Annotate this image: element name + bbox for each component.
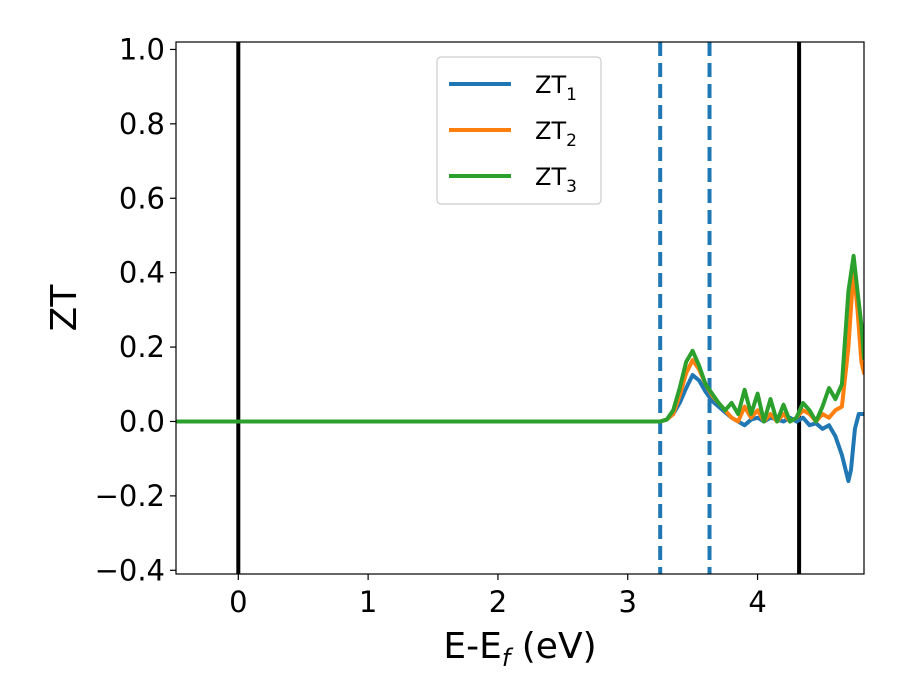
y-tick-label: 0.6 <box>119 181 165 215</box>
y-tick-label: −0.4 <box>95 553 165 587</box>
y-tick-label: 0.2 <box>119 330 165 364</box>
y-tick-label: 0.0 <box>119 404 165 438</box>
plot-content <box>176 42 864 574</box>
y-tick-label: 0.4 <box>119 256 165 290</box>
x-tick-label: 4 <box>748 585 766 619</box>
x-tick-label: 0 <box>229 585 247 619</box>
y-tick-label: 0.8 <box>119 107 165 141</box>
legend-box <box>436 56 602 205</box>
y-tick-label: 1.0 <box>119 32 165 66</box>
axes: 0 1 2 3 4 −0.4 −0.2 0.0 0.2 0.4 0.6 0.8 1.0 <box>95 32 865 619</box>
x-tick-label: 3 <box>619 585 637 619</box>
y-axis-label: ZT <box>44 284 85 332</box>
series-line-1 <box>176 373 864 483</box>
y-tick-label: −0.2 <box>95 479 165 513</box>
plot-frame <box>175 41 865 575</box>
x-tick-label: 2 <box>489 585 507 619</box>
series-line-3 <box>176 253 864 424</box>
legend: ZT1 ZT2 ZT3 <box>436 56 602 205</box>
legend-label-2: ZT2 <box>535 117 577 151</box>
plot-area <box>176 42 864 574</box>
x-tick-label: 1 <box>359 585 377 619</box>
legend-label-1: ZT1 <box>535 71 577 105</box>
x-axis-label: E-Ef (eV) <box>443 626 596 672</box>
legend-label-3: ZT3 <box>535 163 577 197</box>
